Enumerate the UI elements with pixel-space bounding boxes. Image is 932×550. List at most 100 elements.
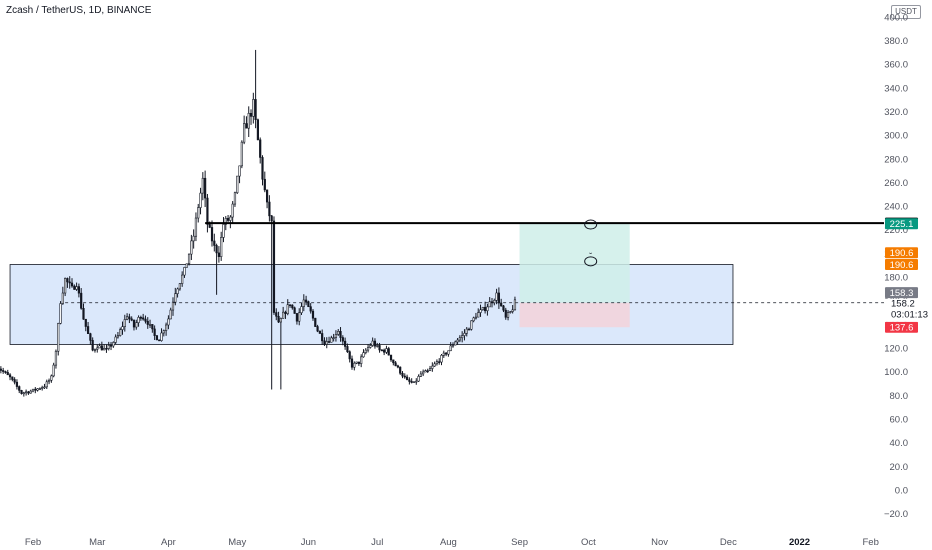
candle-body [181, 274, 184, 284]
price-label-box [885, 321, 918, 333]
candle-body [350, 358, 354, 368]
price-label-text: 190.6 [890, 260, 914, 271]
candle-body [293, 307, 296, 314]
candle-body [463, 332, 466, 336]
candle-body [96, 347, 99, 350]
candle-body [291, 304, 294, 309]
candle-body [47, 380, 51, 383]
x-tick-label: Feb [862, 537, 878, 548]
candle-body [185, 263, 188, 268]
candle-body [103, 347, 106, 351]
candle-body [300, 306, 303, 314]
candle-body [238, 165, 241, 177]
candle-body [484, 307, 487, 312]
y-tick-label: 300.0 [884, 131, 908, 142]
candle-body [339, 331, 342, 338]
candle-body [109, 345, 113, 347]
candle-body [321, 333, 324, 342]
candle-body [265, 189, 269, 203]
candle-body [197, 207, 200, 219]
candle-body [226, 218, 230, 221]
candle-body [139, 317, 142, 319]
candle-body [89, 333, 92, 341]
candle-body [22, 392, 25, 395]
candle-body [318, 330, 321, 334]
candle-body [362, 352, 365, 358]
candle-body [130, 318, 133, 321]
candle-body [353, 362, 356, 368]
candle-body [470, 320, 473, 330]
candle-body [123, 319, 126, 327]
x-tick-label: 2022 [789, 537, 810, 548]
candle-body [337, 331, 340, 335]
candle-body [128, 316, 131, 320]
candle-body [495, 292, 498, 301]
candle-body [302, 299, 305, 307]
candle-body [50, 375, 53, 381]
price-label-box [885, 247, 918, 259]
candle-body [201, 177, 204, 194]
candle-body [316, 326, 319, 332]
candle-body [171, 301, 175, 311]
candle-body [295, 313, 299, 322]
last-price-box [885, 298, 926, 322]
candle-body [4, 371, 7, 373]
price-label-text: 158.3 [890, 288, 914, 299]
candle-body [392, 359, 395, 364]
candle-body [472, 317, 475, 322]
candle-body [176, 288, 179, 294]
y-tick-label: 60.0 [890, 415, 909, 426]
candle-body [34, 388, 37, 391]
candle-body [378, 345, 381, 351]
candle-body [29, 390, 32, 394]
candle-body [449, 345, 452, 352]
x-tick-label: May [228, 537, 246, 548]
candle-body [91, 340, 94, 351]
candle-body [31, 388, 35, 392]
candle-body [43, 386, 46, 389]
candle-body [245, 123, 248, 129]
candle-body [146, 320, 149, 325]
candle-body [259, 139, 262, 158]
candle-body [2, 370, 5, 372]
candle-body [192, 235, 195, 242]
price-label-text: 137.6 [890, 323, 914, 334]
candle-body [383, 349, 386, 353]
candle-body [57, 323, 60, 352]
candle-body [199, 192, 202, 208]
candle-body [288, 304, 292, 306]
candle-body [160, 332, 163, 341]
candle-body [305, 299, 308, 302]
candle-body [254, 99, 257, 121]
candle-body [220, 237, 223, 257]
candle-body [217, 252, 220, 257]
candle-body [403, 375, 406, 378]
candle-body [151, 324, 154, 330]
y-tick-label: 400.0 [884, 12, 908, 23]
candle-body [45, 381, 48, 388]
candle-body [330, 337, 333, 343]
y-tick-label: 380.0 [884, 36, 908, 47]
candle-body [231, 203, 234, 218]
candle-body [178, 283, 181, 290]
candle-body [364, 349, 367, 353]
position-stop-zone [519, 302, 630, 328]
candle-body [206, 197, 209, 225]
candle-body [243, 123, 246, 143]
candle-body [456, 339, 459, 343]
currency-badge[interactable]: USDT [891, 5, 921, 19]
candle-body [282, 311, 285, 319]
candle-body [210, 227, 214, 242]
candle-body [417, 376, 420, 382]
candle-body [114, 336, 117, 343]
candle-body [20, 390, 23, 394]
candle-body [169, 309, 172, 320]
candle-body [61, 292, 64, 304]
candle-body [502, 305, 505, 311]
candle-body [277, 315, 280, 323]
x-axis[interactable]: Feb Mar Apr May Jun Jul Aug Sep Oct Nov Dec 2022 Feb [25, 537, 879, 548]
candle-body [433, 363, 436, 367]
candle-body [360, 356, 363, 364]
annotation-mark: ˇ [589, 251, 592, 261]
